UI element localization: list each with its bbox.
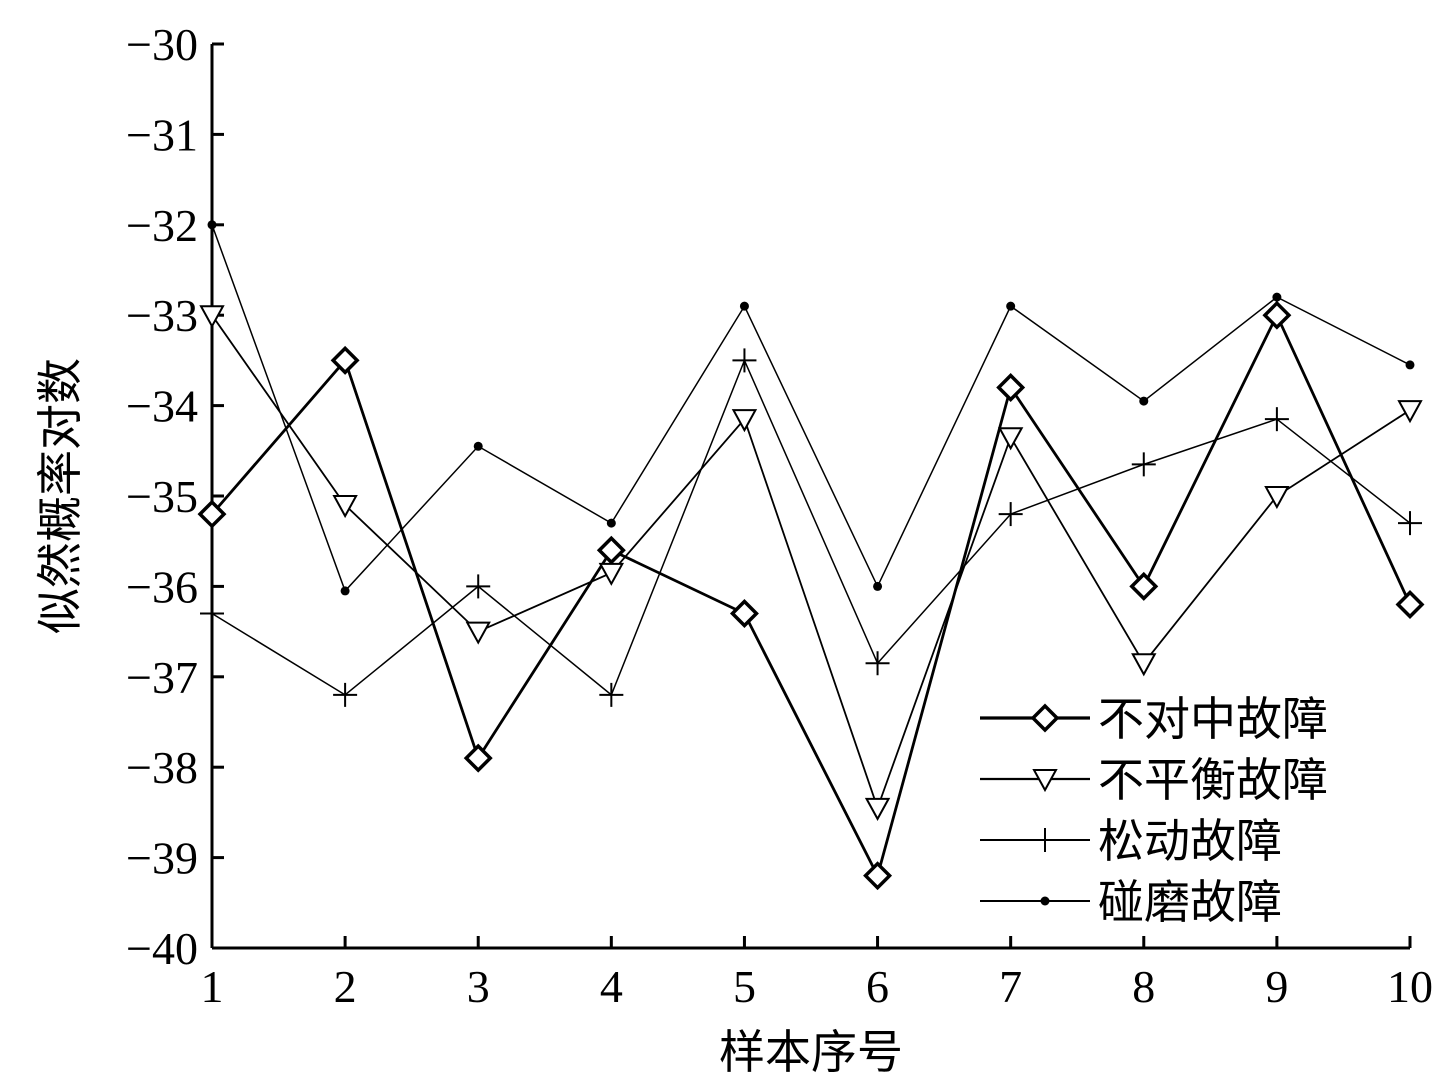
legend-marker-dot (1040, 896, 1050, 906)
data-point-triangle-down (1264, 486, 1290, 510)
x-tick-label: 4 (600, 961, 623, 1012)
x-tick-label: 6 (866, 961, 889, 1012)
legend-marker-plus (1033, 828, 1057, 852)
series-line (211, 224, 1411, 593)
data-point-plus (466, 574, 491, 599)
data-point-dot (207, 220, 217, 230)
data-point-triangle-down (199, 305, 225, 329)
x-tick-label: 9 (1265, 961, 1288, 1012)
x-tick-label: 3 (467, 961, 490, 1012)
series-2 (199, 305, 1423, 821)
data-point-plus (1131, 452, 1156, 477)
data-point-diamond (1262, 300, 1292, 330)
series-3 (200, 348, 1422, 707)
data-point-plus (333, 682, 358, 707)
y-tick-label: −40 (126, 923, 198, 974)
y-tick-label: −30 (126, 19, 198, 70)
data-point-dot (1272, 292, 1282, 302)
data-point-dot (1006, 301, 1016, 311)
data-point-dot (739, 301, 749, 311)
data-point-plus (1398, 511, 1422, 536)
data-point-diamond (330, 345, 360, 375)
y-tick-label: −36 (126, 561, 198, 612)
y-tick-label: −35 (126, 471, 198, 522)
legend-marker-triangle-down (1032, 769, 1058, 793)
series-line (210, 311, 1412, 880)
axes: −30 −31 −32 −33 −34 −35 −36 −37 −38 −39 −401 2 3 4 5 6 7… (126, 19, 1433, 1012)
series-layer (197, 220, 1425, 891)
data-point-triangle-down (864, 797, 891, 821)
series-1 (197, 300, 1425, 891)
data-point-diamond (996, 373, 1026, 402)
data-point-dot (606, 518, 616, 528)
data-point-plus (865, 651, 890, 676)
data-point-plus (732, 348, 757, 373)
data-point-triangle-down (598, 562, 625, 586)
data-point-dot (340, 586, 350, 596)
legend-label: 不平衡故障 (1098, 753, 1328, 807)
legend-item: 松动故障 (980, 814, 1282, 868)
data-point-diamond (463, 743, 493, 773)
legend-label: 不对中故障 (1098, 692, 1328, 746)
series-line (211, 358, 1411, 697)
y-tick-label: −37 (126, 652, 198, 703)
y-tick-label: −39 (126, 833, 198, 884)
data-point-triangle-down (1397, 400, 1423, 424)
data-point-diamond (863, 861, 893, 891)
series-line (211, 314, 1411, 811)
data-point-plus (1264, 407, 1289, 432)
data-point-diamond (1395, 590, 1425, 619)
x-axis-title: 样本序号 (719, 1025, 903, 1079)
legend-item: 不平衡故障 (980, 753, 1328, 807)
legend-item: 不对中故障 (980, 692, 1328, 746)
x-tick-label: 2 (334, 961, 357, 1012)
legend-marker-diamond (1030, 703, 1060, 733)
legend-label: 碰磨故障 (1098, 875, 1282, 929)
data-point-diamond (197, 499, 227, 529)
x-tick-label: 10 (1387, 961, 1433, 1012)
data-point-diamond (729, 599, 759, 628)
data-point-triangle-down (1131, 653, 1157, 677)
data-point-triangle-down (465, 621, 491, 645)
series-4 (207, 220, 1415, 596)
x-tick-label: 7 (999, 961, 1022, 1012)
legend-label: 松动故障 (1098, 814, 1282, 868)
data-point-triangle-down (997, 427, 1024, 451)
y-tick-label: −33 (126, 290, 198, 341)
y-tick-label: −32 (126, 200, 198, 251)
y-tick-label: −34 (126, 381, 198, 432)
data-point-triangle-down (332, 495, 358, 519)
y-axis-title: 似然概率对数 (33, 358, 87, 634)
x-tick-label: 8 (1132, 961, 1155, 1012)
y-tick-label: −38 (126, 742, 198, 793)
data-point-triangle-down (731, 409, 758, 433)
x-tick-label: 1 (201, 961, 224, 1012)
data-point-diamond (1129, 571, 1159, 601)
data-point-dot (873, 581, 883, 591)
data-point-plus (998, 502, 1023, 527)
x-tick-label: 5 (733, 961, 756, 1012)
data-point-diamond (596, 535, 626, 565)
data-point-plus (599, 682, 624, 707)
data-point-dot (1139, 396, 1149, 406)
legend-item: 碰磨故障 (980, 875, 1282, 929)
data-point-dot (473, 441, 483, 451)
y-tick-label: −31 (126, 109, 198, 160)
data-point-dot (1405, 360, 1415, 370)
data-point-plus (200, 601, 224, 626)
